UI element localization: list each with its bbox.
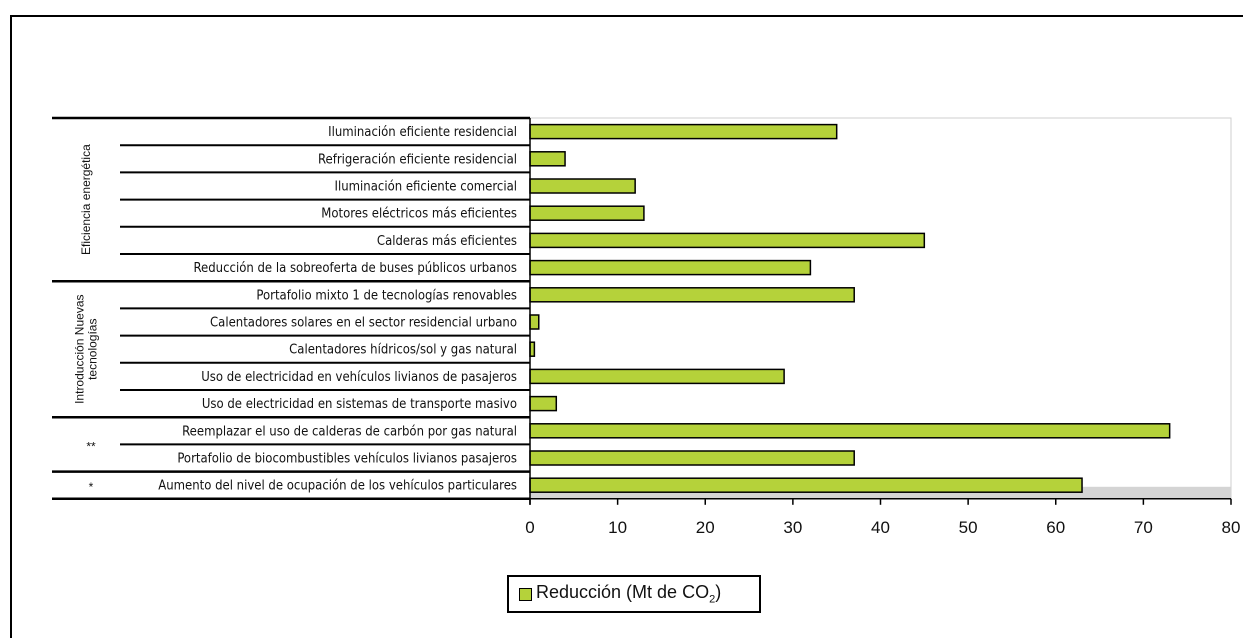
- category-separators: [52, 116, 530, 501]
- category-label: Calderas más eficientes: [377, 234, 517, 249]
- category-label: Iluminación eficiente comercial: [335, 180, 517, 195]
- bar: [529, 423, 1171, 439]
- bar: [529, 205, 645, 221]
- bar: [529, 450, 855, 466]
- category-label: Reemplazar el uso de calderas de carbón …: [182, 424, 517, 439]
- x-tick-label: 80: [1222, 518, 1241, 537]
- category-label: Portafolio de biocombustibles vehículos …: [177, 452, 517, 467]
- group-label-line: tecnologías: [86, 319, 100, 380]
- x-tick-label: 50: [959, 518, 978, 537]
- category-label: Aumento del nivel de ocupación de los ve…: [158, 479, 517, 494]
- category-label: Iluminación eficiente residencial: [328, 125, 517, 140]
- bar: [529, 259, 812, 276]
- group-label-line: Introducción Nuevas: [73, 294, 87, 403]
- x-tick-label: 40: [871, 518, 890, 537]
- category-label: Portafolio mixto 1 de tecnologías renova…: [256, 288, 517, 303]
- legend-label: Reducción (Mt de CO2): [536, 582, 721, 606]
- bars-group: [529, 123, 1171, 493]
- category-labels: Iluminación eficiente residencial Refrige…: [158, 125, 517, 494]
- x-tick-label: 0: [525, 518, 534, 537]
- bar: [529, 368, 785, 385]
- bar: [529, 314, 540, 330]
- bar: [529, 232, 926, 249]
- group-labels: Eficiencia energética Introducción Nuevas…: [73, 144, 100, 494]
- category-label: Uso de electricidad en sistemas de trans…: [202, 397, 517, 412]
- x-tick-label: 60: [1046, 518, 1065, 537]
- bar: [529, 178, 636, 194]
- legend-subscript: 2: [709, 593, 716, 606]
- x-tick-label: 70: [1134, 518, 1153, 537]
- category-label: Calentadores solares en el sector reside…: [210, 316, 517, 331]
- legend-swatch: [519, 587, 532, 601]
- bar: [529, 395, 558, 412]
- category-label: Motores eléctricos más eficientes: [321, 207, 517, 222]
- x-tick-label: 30: [783, 518, 802, 537]
- bar: [529, 287, 855, 303]
- category-label: Reducción de la sobreoferta de buses púb…: [194, 261, 517, 276]
- x-tick-label: 10: [608, 518, 627, 537]
- bar: [529, 477, 1083, 493]
- x-axis: 0 10 20 30 40 50 60 70 80: [525, 118, 1240, 537]
- group-label: **: [86, 439, 96, 453]
- x-tick-label: 20: [696, 518, 715, 537]
- legend: Reducción (Mt de CO2): [507, 575, 761, 613]
- group-label-line: Eficiencia energética: [79, 144, 93, 255]
- plot-area: [529, 117, 1232, 500]
- plot-border: [529, 117, 1232, 500]
- legend-text: Reducción (Mt de CO: [536, 582, 710, 603]
- bar: [529, 151, 566, 167]
- legend-suffix: ): [715, 582, 722, 603]
- category-label: Refrigeración eficiente residencial: [318, 152, 517, 167]
- bar: [529, 123, 838, 140]
- chart-frame: [10, 15, 1243, 638]
- category-label: Calentadores hídricos/sol y gas natural: [289, 343, 517, 358]
- group-label: *: [89, 480, 94, 494]
- category-label: Uso de electricidad en vehículos liviano…: [201, 370, 517, 385]
